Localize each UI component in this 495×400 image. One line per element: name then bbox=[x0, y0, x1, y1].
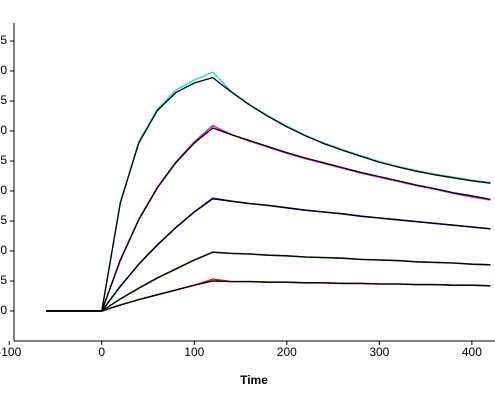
y-tick-label: 20 bbox=[0, 183, 7, 197]
series-line bbox=[46, 127, 491, 312]
y-tick-label: 25 bbox=[0, 153, 7, 167]
y-tick-label: 0 bbox=[0, 303, 7, 317]
y-tick-label: 30 bbox=[0, 123, 7, 137]
y-tick-label: 5 bbox=[0, 273, 7, 287]
series-line bbox=[46, 124, 491, 312]
series-line bbox=[46, 280, 491, 312]
x-tick-label: 100 bbox=[184, 345, 204, 359]
x-tick-label: 300 bbox=[369, 345, 389, 359]
series-line bbox=[46, 251, 491, 312]
series-line bbox=[46, 76, 491, 312]
x-tick-label: 400 bbox=[462, 345, 482, 359]
x-tick-label: 200 bbox=[277, 345, 297, 359]
y-tick-label: 40 bbox=[0, 63, 7, 77]
x-tick-label: 0 bbox=[98, 345, 105, 359]
series-line bbox=[46, 71, 491, 312]
y-tick-label: 10 bbox=[0, 243, 7, 257]
y-tick-label: 35 bbox=[0, 93, 7, 107]
y-tick-label: 15 bbox=[0, 213, 7, 227]
x-axis-label: Time bbox=[240, 373, 268, 387]
x-tick-label: -100 bbox=[0, 345, 22, 359]
y-tick-label: 45 bbox=[0, 33, 7, 47]
series-line bbox=[46, 198, 491, 312]
